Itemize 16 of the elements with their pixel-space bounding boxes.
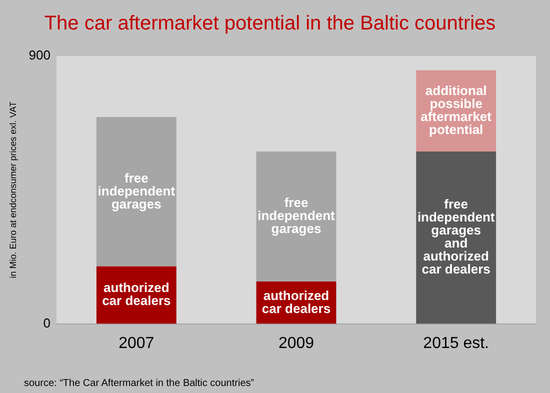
y-tick-label: 900	[28, 48, 50, 63]
bar	[96, 117, 176, 266]
bar	[256, 152, 336, 282]
x-tick-label: 2015 est.	[423, 334, 489, 352]
x-tick-label: 2009	[278, 334, 314, 352]
text: free independent garages	[258, 195, 335, 236]
source-note: source: “The Car Aftermarket in the Baltic countries”	[24, 378, 254, 389]
y-tick-label: 0	[43, 315, 50, 330]
series-label: free independent garages	[98, 170, 176, 212]
text: authorized car dealers	[262, 288, 331, 316]
series-label: free independent garages and authorized car dealers	[417, 196, 496, 277]
series-label: additional possible aftermarket potential	[420, 82, 492, 137]
x-tick-label: 2007	[118, 334, 154, 352]
series-label: authorized car dealers	[102, 280, 171, 308]
chart-title: The car aftermarket potential in the Baltic countries	[44, 12, 496, 35]
y-axis-title: in Mio. Euro at endconsumer prices exl. VAT	[8, 101, 18, 278]
